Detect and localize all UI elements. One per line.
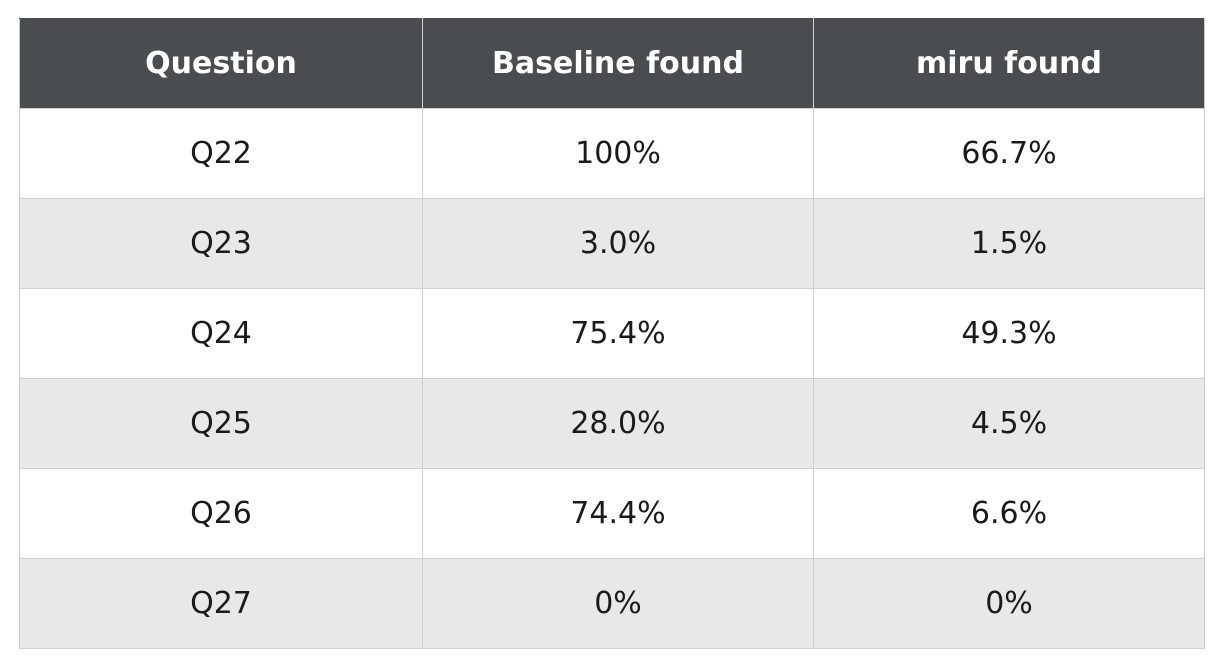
baseline-found-cell: 0% [422, 558, 814, 649]
baseline-found-cell: 75.4% [422, 288, 814, 379]
baseline-found-cell: 74.4% [422, 468, 814, 559]
question-cell: Q24 [19, 288, 423, 379]
miru-found-cell: 66.7% [813, 108, 1205, 199]
table-row: Q22 100% 66.7% [19, 108, 1205, 199]
question-cell: Q22 [19, 108, 423, 199]
column-header-miru-found: miru found [813, 18, 1205, 109]
miru-found-cell: 49.3% [813, 288, 1205, 379]
miru-found-cell: 6.6% [813, 468, 1205, 559]
results-table: Question Baseline found miru found Q22 1… [19, 18, 1205, 649]
table-row: Q27 0% 0% [19, 558, 1205, 649]
question-cell: Q26 [19, 468, 423, 559]
question-cell: Q23 [19, 198, 423, 289]
table-header: Question Baseline found miru found [19, 18, 1205, 109]
table-row: Q23 3.0% 1.5% [19, 198, 1205, 289]
table-body: Q22 100% 66.7% Q23 3.0% 1.5% Q24 75.4% 4… [19, 108, 1205, 649]
baseline-found-cell: 100% [422, 108, 814, 199]
miru-found-cell: 1.5% [813, 198, 1205, 289]
column-header-baseline-found: Baseline found [422, 18, 814, 109]
miru-found-cell: 0% [813, 558, 1205, 649]
baseline-found-cell: 28.0% [422, 378, 814, 469]
question-cell: Q27 [19, 558, 423, 649]
table-row: Q25 28.0% 4.5% [19, 378, 1205, 469]
baseline-found-cell: 3.0% [422, 198, 814, 289]
column-header-question: Question [19, 18, 423, 109]
miru-found-cell: 4.5% [813, 378, 1205, 469]
question-cell: Q25 [19, 378, 423, 469]
header-row: Question Baseline found miru found [19, 18, 1205, 109]
table-row: Q26 74.4% 6.6% [19, 468, 1205, 559]
table-row: Q24 75.4% 49.3% [19, 288, 1205, 379]
